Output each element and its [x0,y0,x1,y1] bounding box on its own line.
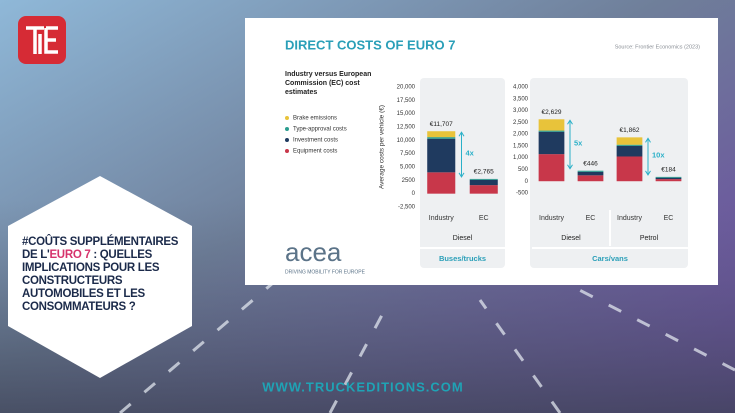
y-tick-label: 7,500 [400,151,416,157]
annotation: 10x [652,151,665,160]
y-tick-label: 0 [525,179,529,185]
total-label: €184 [661,167,676,174]
y-tick-label: -2,500 [398,205,416,211]
bar-segment [538,154,565,182]
y-tick-label: 10,000 [397,138,416,144]
total-label: €11,707 [430,121,453,128]
bar-segment [655,179,682,182]
category-label: EC [479,215,489,222]
annotation: 4x [466,149,475,158]
legend-title-box: Industry versus European Commission (EC)… [285,71,372,96]
panel-label: Buses/trucks [439,254,486,263]
source: Source: Frontier Economics (2023) [615,44,700,50]
y-tick-label: 15,000 [397,111,416,117]
group-label: Diesel [561,235,581,242]
acea-tagline: DRIVING MOBILITY FOR EUROPE [285,269,366,275]
y-tick-label: 12,500 [397,125,416,131]
y-tick-label: 4,000 [513,85,529,91]
headline: #COÛTS SUPPLÉMENTAIRES DE L'EURO 7 : QUE… [22,236,180,314]
legend-label: Brake emissions [293,116,337,122]
bar-segment [577,170,604,172]
total-label: €1,862 [620,127,640,134]
group-label: Petrol [640,235,659,242]
bar-segment [577,175,604,182]
bar-segment [469,185,498,194]
headline-text: #COÛTS SUPPLÉMENTAIRES DE L' [22,236,179,261]
y-tick-label: 1,000 [513,155,529,161]
bar-segment [616,144,643,146]
bar-segment [655,177,682,180]
arrow-head [458,131,465,178]
website: WWW.TRUCKEDITIONS.COM [262,379,464,394]
bar-segment [538,130,565,132]
group-label: Diesel [453,235,473,242]
y-tick-label: 20,000 [397,85,416,91]
y-tick-label: 2,000 [513,132,529,138]
panel-label: Cars/vans [592,254,628,263]
arrow-head [567,119,573,170]
bar-segment [577,171,604,176]
bar-segment [616,145,643,157]
legend-swatch [285,127,289,131]
category-label: Industry [539,215,564,222]
y-tick-label: 2,500 [513,120,529,126]
logo-badge [18,16,66,64]
y-tick-label: 1,500 [513,143,529,149]
legend-swatch [285,149,289,153]
headline-highlight: EURO 7 [49,249,91,261]
legend-label: Investment costs [293,138,338,144]
y-tick-label: 2500 [402,178,416,184]
bar-segment [538,131,565,155]
y-tick-label: 500 [518,167,529,173]
headline-text: : QUELLES IMPLICATIONS POUR LES CONSTRUC… [22,249,160,313]
bar-segment [427,172,456,194]
total-label: €2,629 [542,109,562,116]
panel-bg [420,78,505,268]
bar-segment [469,178,498,180]
y-axis-label: Average costs per vehicle (€) [379,105,386,189]
y-tick-label: 5,000 [400,165,416,171]
bar-segment [616,156,643,182]
y-tick-label: 17,500 [397,98,416,104]
infographic-title: DIRECT COSTS OF EURO 7 [285,37,455,52]
legend-label: Equipment costs [293,149,337,155]
total-label: €446 [583,160,598,167]
lane-lines [119,258,735,413]
bar-segment [427,137,456,139]
category-label: Industry [429,215,454,222]
hexagon [8,176,192,378]
annotation: 5x [574,138,583,147]
bar-segment [427,131,456,138]
arrow-head [645,137,651,176]
category-label: Industry [617,215,642,222]
bar-segment [427,138,456,173]
legend-label: Type-approval costs [293,127,347,133]
legend-swatch [285,116,289,120]
category-label: EC [586,215,596,222]
y-tick-label: 3,500 [513,96,529,102]
category-label: EC [664,215,674,222]
bar-segment [538,119,565,131]
legend-swatch [285,138,289,142]
total-label: €2,765 [474,169,494,176]
bar-segment [616,137,643,145]
acea-logo: acea [285,237,342,267]
logo-mark [26,26,58,54]
y-tick-label: -500 [516,191,529,197]
y-tick-label: 0 [412,191,416,197]
bar-segment [655,176,682,178]
y-tick-label: 3,000 [513,108,529,114]
bar-segment [469,179,498,186]
